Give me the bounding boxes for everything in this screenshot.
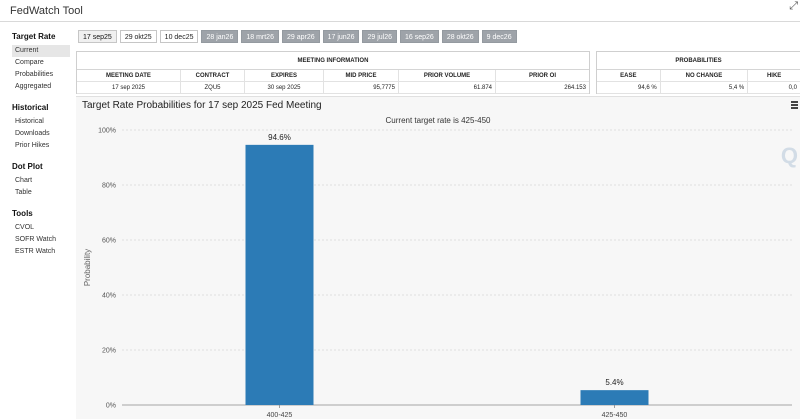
x-tick-label: 425-450 bbox=[602, 412, 628, 419]
sidebar-item-table[interactable]: Table bbox=[15, 189, 32, 196]
probabilities-table: PROBABILITIES EASE NO CHANGE HIKE 94,6 %… bbox=[596, 51, 800, 94]
tab-16-sep26[interactable]: 16 sep26 bbox=[400, 30, 439, 43]
probabilities-heading: PROBABILITIES bbox=[597, 52, 800, 70]
column-header: EASE bbox=[597, 70, 661, 81]
y-tick-label: 0% bbox=[106, 403, 116, 410]
column-header: PRIOR VOLUME bbox=[399, 70, 496, 81]
meeting-information-heading: MEETING INFORMATION bbox=[77, 52, 589, 70]
chart-subtitle: Current target rate is 425-450 bbox=[385, 116, 491, 125]
column-header: CONTRACT bbox=[181, 70, 245, 81]
sidebar-item-cvol[interactable]: CVOL bbox=[15, 224, 35, 231]
y-axis-label: Probability bbox=[83, 249, 92, 286]
sidebar-item-downloads[interactable]: Downloads bbox=[15, 130, 50, 137]
data-label: 94.6% bbox=[268, 133, 291, 142]
sidebar-section-tools: Tools bbox=[12, 209, 33, 218]
chart-container: Target Rate Probabilities for 17 sep 202… bbox=[76, 96, 800, 419]
sidebar-item-chart[interactable]: Chart bbox=[15, 177, 33, 184]
table-cell: 95,7775 bbox=[324, 82, 399, 93]
tab-29-jul26[interactable]: 29 jul26 bbox=[362, 30, 397, 43]
chart-title: Target Rate Probabilities for 17 sep 202… bbox=[82, 100, 322, 111]
tab-29-apr26[interactable]: 29 apr26 bbox=[281, 30, 320, 43]
column-header: NO CHANGE bbox=[661, 70, 749, 81]
sidebar-item-probabilities[interactable]: Probabilities bbox=[15, 71, 54, 78]
column-header: EXPIRES bbox=[245, 70, 324, 81]
table-row: 17 sep 2025 ZQU5 30 sep 2025 95,7775 61.… bbox=[77, 82, 589, 94]
table-cell: 30 sep 2025 bbox=[245, 82, 324, 93]
sidebar-item-historical[interactable]: Historical bbox=[15, 118, 44, 125]
chart-menu-icon[interactable] bbox=[791, 101, 798, 109]
meeting-information-table: MEETING INFORMATION MEETING DATE CONTRAC… bbox=[76, 51, 590, 94]
table-header-row: EASE NO CHANGE HIKE bbox=[597, 70, 800, 82]
y-tick-label: 100% bbox=[98, 128, 116, 135]
y-tick-label: 40% bbox=[102, 293, 116, 300]
meeting-tabs: 17 sep25 29 okt25 10 dec25 28 jan26 18 m… bbox=[78, 30, 520, 44]
sidebar-item-sofr-watch[interactable]: SOFR Watch bbox=[15, 236, 56, 243]
y-tick-label: 80% bbox=[102, 183, 116, 190]
table-row: 94,6 % 5,4 % 0,0 bbox=[597, 82, 800, 94]
sidebar-section-dot-plot: Dot Plot bbox=[12, 162, 43, 171]
tab-28-jan26[interactable]: 28 jan26 bbox=[201, 30, 239, 43]
bar-400-425 bbox=[245, 144, 314, 405]
tab-29-okt25[interactable]: 29 okt25 bbox=[119, 30, 157, 43]
expand-icon[interactable]: ⤢ bbox=[789, 0, 798, 12]
app-title: FedWatch Tool bbox=[10, 5, 83, 17]
tab-9-dec26[interactable]: 9 dec26 bbox=[481, 30, 517, 43]
table-header-row: MEETING DATE CONTRACT EXPIRES MID PRICE … bbox=[77, 70, 589, 82]
data-label: 5.4% bbox=[605, 378, 623, 387]
sidebar-section-historical: Historical bbox=[12, 103, 49, 112]
y-tick-label: 60% bbox=[102, 238, 116, 245]
bar-425-450 bbox=[580, 390, 649, 405]
tab-28-okt26[interactable]: 28 okt26 bbox=[441, 30, 479, 43]
column-header: HIKE bbox=[766, 73, 782, 79]
tab-10-dec25[interactable]: 10 dec25 bbox=[159, 30, 199, 43]
sidebar-item-aggregated[interactable]: Aggregated bbox=[15, 83, 52, 90]
bar-chart: 0% 20% 40% 60% 80% 100% Probability 94.6% 400-42… bbox=[83, 128, 792, 419]
y-tick-label: 20% bbox=[102, 348, 116, 355]
tab-17-sep25[interactable]: 17 sep25 bbox=[78, 30, 117, 43]
sidebar-item-estr-watch[interactable]: ESTR Watch bbox=[15, 248, 56, 255]
table-cell: 61.874 bbox=[399, 82, 496, 93]
table-cell: 94,6 % bbox=[597, 82, 661, 93]
table-cell: 5,4 % bbox=[661, 82, 749, 93]
tab-18-mrt26[interactable]: 18 mrt26 bbox=[241, 30, 279, 43]
table-cell: ZQU5 bbox=[181, 82, 245, 93]
title-bar: FedWatch Tool ⤢ bbox=[0, 0, 800, 22]
sidebar-item-current[interactable]: Current bbox=[12, 45, 70, 57]
column-header: MEETING DATE bbox=[77, 70, 181, 81]
column-header: PRIOR OI bbox=[528, 73, 556, 79]
tab-17-jun26[interactable]: 17 jun26 bbox=[322, 30, 360, 43]
watermark-logo: Q bbox=[780, 143, 798, 168]
x-tick-label: 400-425 bbox=[267, 412, 293, 419]
table-cell: 0,0 bbox=[788, 85, 797, 91]
sidebar-section-target-rate: Target Rate bbox=[12, 32, 56, 41]
column-header: MID PRICE bbox=[324, 70, 399, 81]
sidebar-item-compare[interactable]: Compare bbox=[15, 59, 44, 66]
sidebar: Target Rate Current Compare Probabilitie… bbox=[0, 22, 72, 419]
sidebar-item-prior-hikes[interactable]: Prior Hikes bbox=[15, 142, 50, 149]
table-cell: 264.153 bbox=[564, 85, 586, 91]
table-cell: 17 sep 2025 bbox=[77, 82, 181, 93]
